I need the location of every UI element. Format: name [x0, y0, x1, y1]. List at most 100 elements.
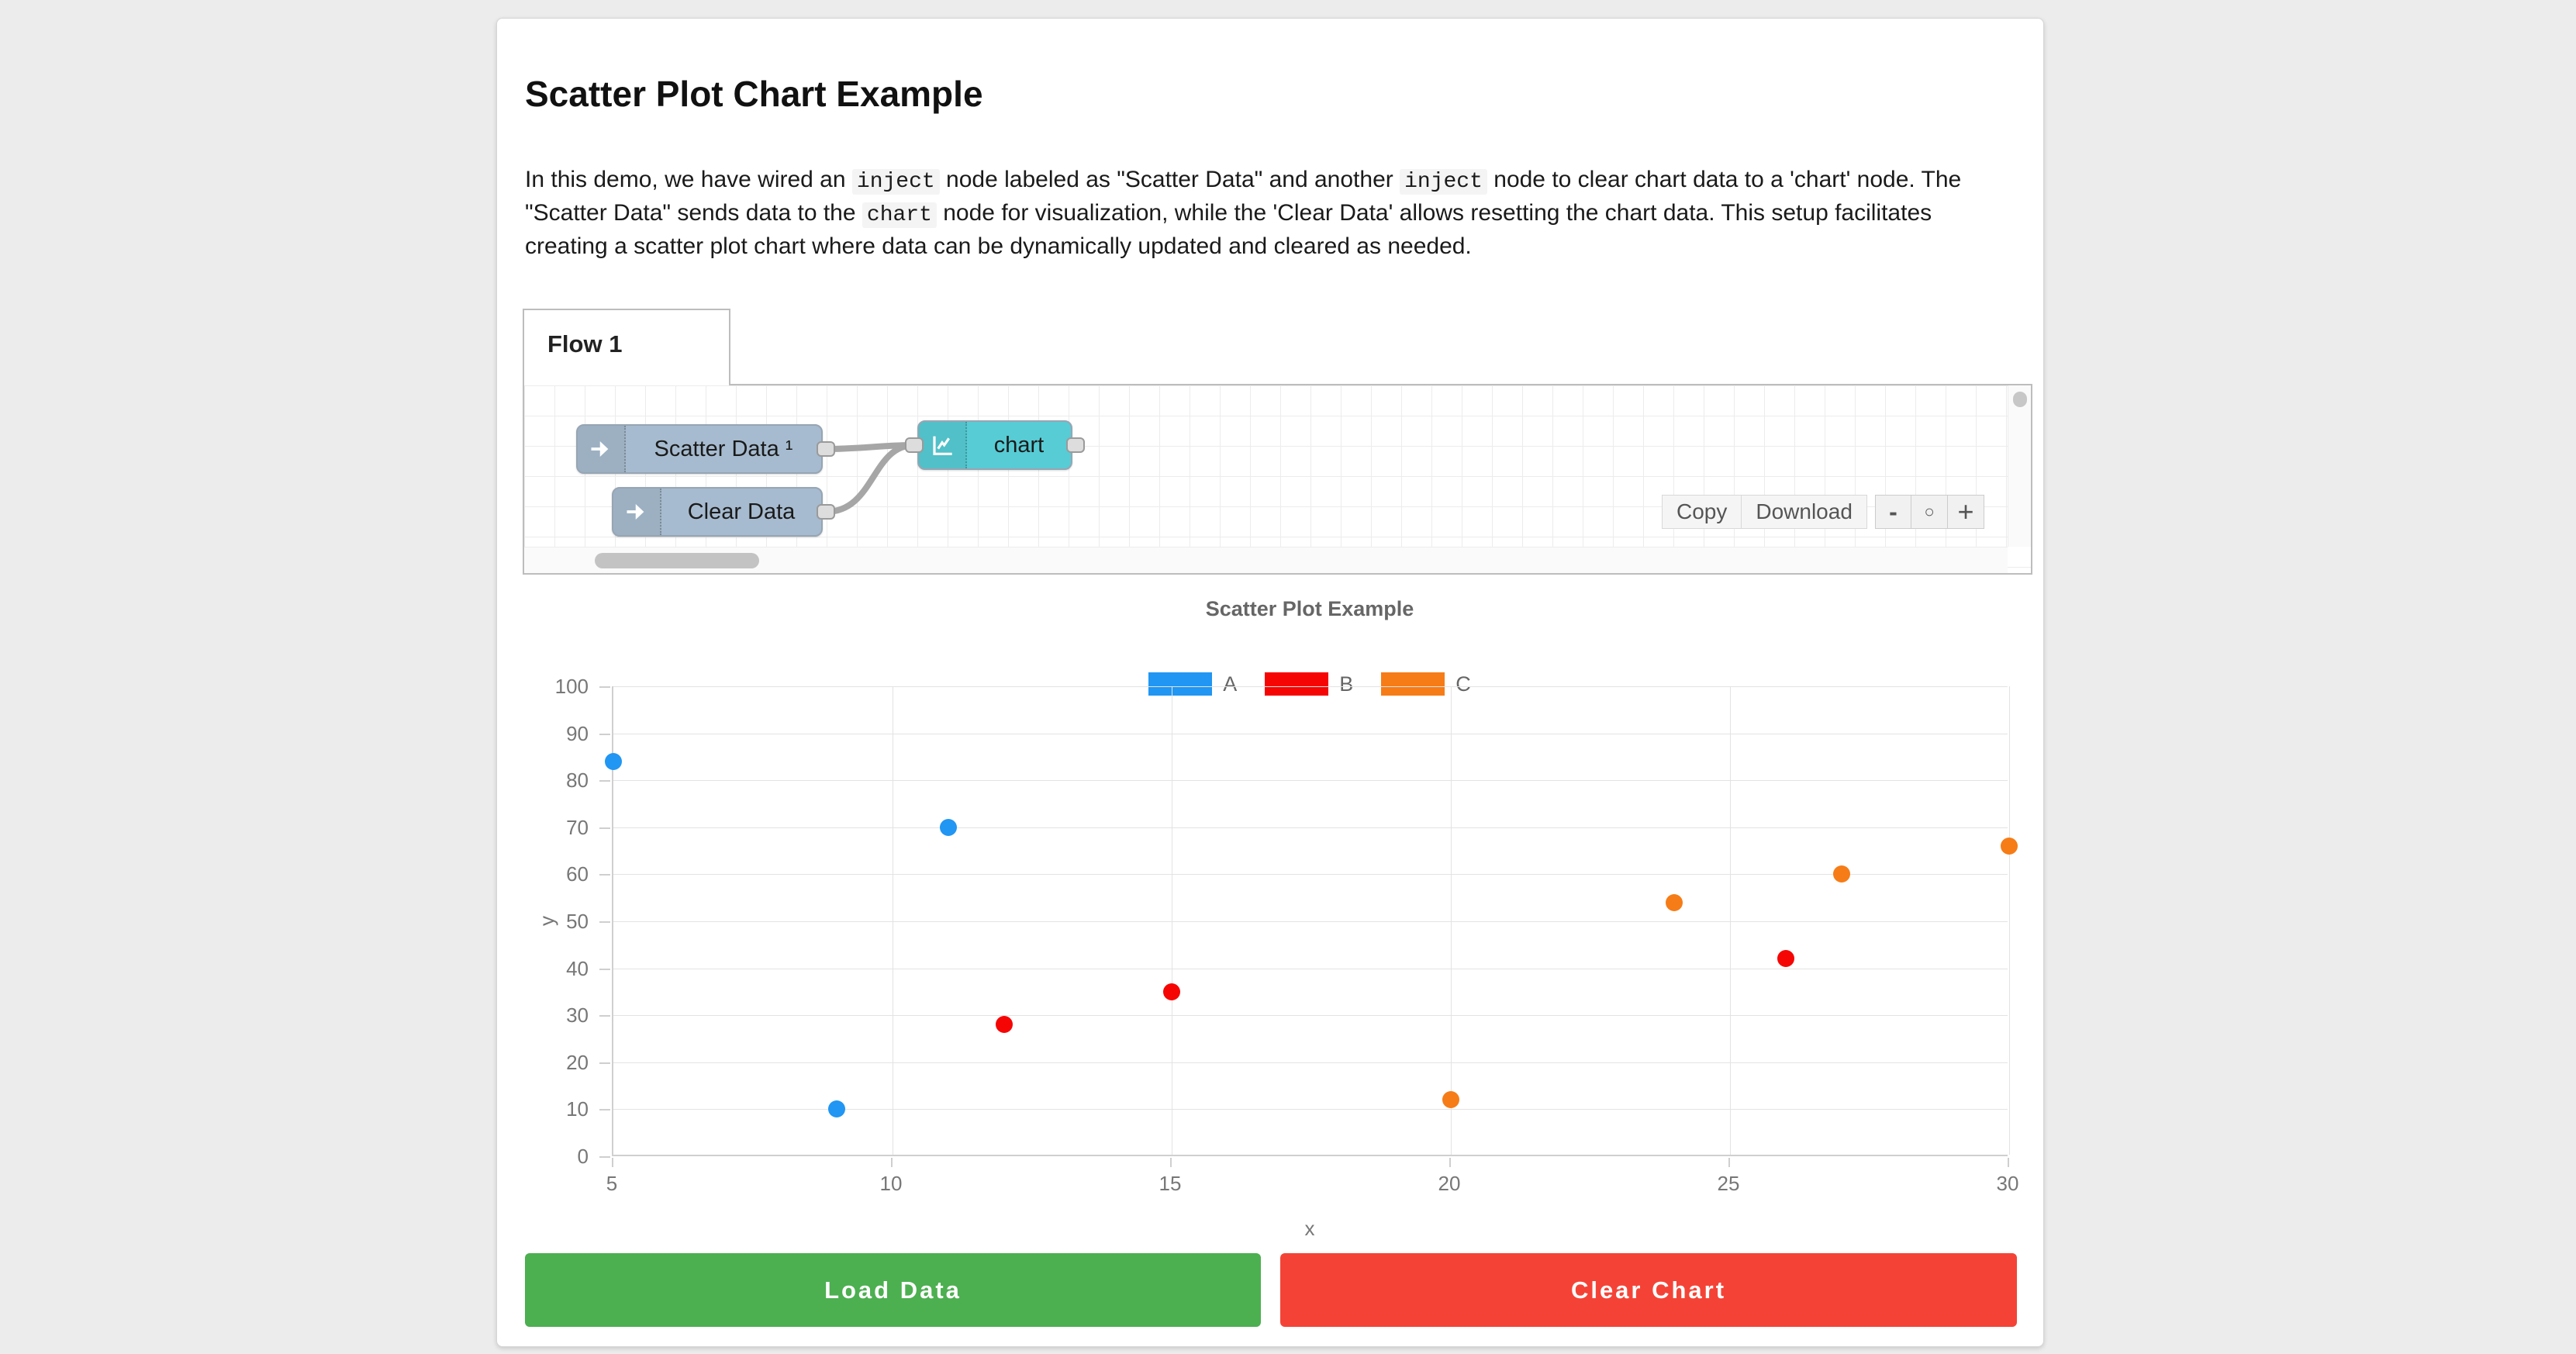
y-tick — [599, 968, 610, 970]
vertical-scrollbar-thumb[interactable] — [2013, 392, 2027, 407]
x-tick-label: 20 — [1438, 1172, 1461, 1195]
tab-flow-1-label: Flow 1 — [547, 330, 623, 357]
horizontal-scrollbar-thumb[interactable] — [595, 553, 759, 568]
vertical-scrollbar — [2008, 385, 2031, 547]
y-tick-label: 30 — [566, 1003, 589, 1028]
inject-icon — [578, 426, 626, 472]
scatter-point-C — [2001, 838, 2018, 855]
y-tick — [599, 1015, 610, 1017]
scatter-chart: Scatter Plot Example A B C 0 10 20 30 40 50 60 70… — [497, 585, 2045, 1253]
tab-flow-1[interactable]: Flow 1 — [523, 309, 730, 385]
plot-area — [605, 686, 2018, 1156]
output-port[interactable] — [1066, 437, 1085, 453]
flow-node-clear-data[interactable]: Clear Data — [612, 487, 823, 537]
x-tick-label: 25 — [1717, 1172, 1740, 1195]
gridline — [1730, 686, 1731, 1155]
x-tick — [1449, 1158, 1451, 1167]
zoom-out-button[interactable]: - — [1875, 495, 1911, 529]
x-tick — [1728, 1158, 1730, 1167]
inject-icon — [613, 489, 661, 535]
zoom-reset-button[interactable]: ○ — [1911, 495, 1948, 529]
y-tick-label: 40 — [566, 956, 589, 980]
flow-editor: Scatter Data ¹ Clear Data chart — [523, 384, 2032, 575]
y-tick-label: 20 — [566, 1050, 589, 1074]
scatter-point-A — [940, 818, 957, 836]
y-axis-title: y — [535, 916, 558, 926]
gridline — [613, 921, 2008, 922]
x-tick-label: 30 — [1996, 1172, 2019, 1195]
output-port[interactable] — [817, 441, 835, 457]
y-tick-label: 60 — [566, 862, 589, 886]
gridline — [613, 1109, 2008, 1110]
y-tick-label: 90 — [566, 721, 589, 745]
y-tick-label: 0 — [577, 1145, 589, 1168]
y-tick-label: 80 — [566, 769, 589, 793]
description-text: node for visualization, while the 'Clear… — [525, 200, 1932, 259]
gridline — [613, 780, 2008, 782]
scatter-point-C — [1666, 893, 1683, 911]
description-text: In this demo, we have wired an — [525, 167, 852, 192]
flow-node-scatter-data[interactable]: Scatter Data ¹ — [576, 424, 823, 474]
scatter-point-B — [1163, 983, 1180, 1000]
description-text: node to clear chart data to a 'chart' no… — [525, 167, 1962, 226]
gridline — [613, 874, 2008, 876]
inline-code: chart — [862, 202, 937, 228]
x-tick — [1170, 1158, 1172, 1167]
scatter-point-A — [828, 1100, 845, 1118]
legend-label: C — [1455, 672, 1471, 696]
legend-item-C[interactable]: C — [1381, 672, 1471, 696]
y-tick — [599, 733, 610, 735]
legend-swatch — [1381, 672, 1445, 696]
scatter-point-B — [1777, 950, 1794, 968]
gridline — [613, 1062, 2008, 1063]
page-title: Scatter Plot Chart Example — [525, 74, 983, 114]
chart-title: Scatter Plot Example — [1205, 597, 1414, 620]
clear-chart-button[interactable]: Clear Chart — [1280, 1253, 2017, 1327]
copy-button[interactable]: Copy — [1662, 495, 1742, 529]
flow-canvas[interactable]: Scatter Data ¹ Clear Data chart — [524, 385, 2031, 573]
zoom-in-button[interactable]: + — [1948, 495, 1984, 529]
x-tick — [2008, 1158, 2009, 1167]
y-tick — [599, 874, 610, 876]
y-tick-label: 50 — [566, 910, 589, 933]
download-button[interactable]: Download — [1742, 495, 1867, 529]
gridline — [1451, 686, 1452, 1155]
x-tick — [891, 1158, 893, 1167]
y-tick — [599, 921, 610, 923]
flow-node-chart[interactable]: chart — [917, 420, 1072, 470]
input-port[interactable] — [905, 437, 924, 453]
scatter-point-B — [996, 1016, 1013, 1034]
description-paragraph: In this demo, we have wired an inject no… — [525, 164, 2020, 262]
y-tick-label: 100 — [554, 675, 589, 698]
legend-item-A[interactable]: A — [1148, 672, 1237, 696]
content-card: Scatter Plot Chart Example In this demo,… — [496, 18, 2044, 1347]
inline-code: inject — [1400, 169, 1487, 195]
description-text: node labeled as "Scatter Data" and anoth… — [939, 167, 1400, 192]
gridline — [613, 827, 2008, 828]
gridline — [613, 686, 2008, 687]
chart-legend: A B C — [612, 672, 2008, 696]
x-tick-label: 5 — [606, 1172, 618, 1195]
inline-code: inject — [851, 169, 940, 195]
output-port[interactable] — [817, 504, 835, 520]
gridline — [613, 1015, 2008, 1017]
flow-node-label: Clear Data — [687, 499, 796, 524]
gridline — [2009, 686, 2010, 1155]
legend-label: B — [1339, 672, 1354, 696]
y-tick-label: 10 — [566, 1097, 589, 1121]
scatter-point-C — [1833, 865, 1850, 883]
horizontal-scrollbar — [524, 547, 2008, 573]
legend-item-B[interactable]: B — [1265, 672, 1353, 696]
load-data-button[interactable]: Load Data — [525, 1253, 1261, 1327]
y-tick-label: 70 — [566, 815, 589, 839]
x-tick — [612, 1158, 613, 1167]
flow-wires — [823, 442, 917, 515]
chart-line-icon — [919, 422, 967, 468]
y-tick — [599, 780, 610, 782]
y-tick — [599, 1109, 610, 1111]
x-tick-label: 15 — [1159, 1172, 1182, 1195]
scatter-point-A — [605, 752, 622, 770]
x-axis-title: x — [1304, 1217, 1315, 1240]
legend-label: A — [1223, 672, 1238, 696]
x-tick-label: 10 — [879, 1172, 903, 1195]
